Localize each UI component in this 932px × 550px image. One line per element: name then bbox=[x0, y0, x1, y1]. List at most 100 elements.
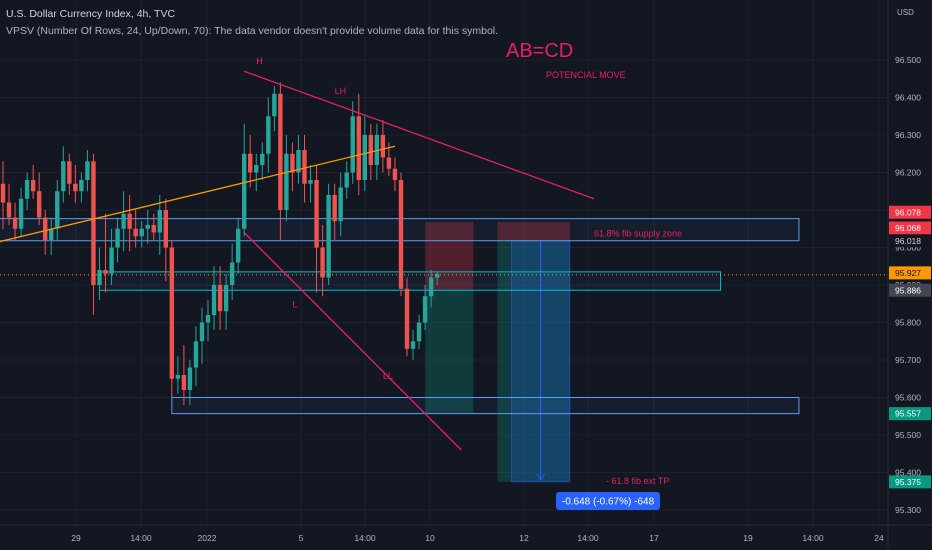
price-label-red: 96.078 bbox=[895, 207, 921, 217]
candle bbox=[30, 165, 36, 199]
candle-body bbox=[344, 172, 349, 188]
price-tick-label: 96.200 bbox=[895, 168, 921, 178]
candle bbox=[169, 240, 175, 398]
annotation-label: L bbox=[292, 300, 297, 310]
candle-body bbox=[326, 195, 331, 278]
axis-currency: USD bbox=[897, 8, 914, 17]
candle bbox=[217, 266, 223, 330]
candle bbox=[434, 271, 440, 285]
chart-title: U.S. Dollar Currency Index, 4h, TVC bbox=[6, 8, 176, 20]
candle-body bbox=[85, 161, 90, 180]
price-label-bg bbox=[889, 205, 931, 219]
candle bbox=[404, 277, 410, 357]
candle bbox=[235, 217, 241, 274]
candle bbox=[61, 146, 66, 203]
candle-body bbox=[362, 135, 367, 180]
candle-body bbox=[404, 288, 410, 349]
time-axis-bg bbox=[0, 525, 932, 550]
candle bbox=[290, 142, 295, 192]
candle-body bbox=[91, 161, 96, 285]
candle bbox=[24, 172, 30, 210]
price-labels: 96.078 96.068 96.018 95.927 95.886 95.557 95.3… bbox=[889, 205, 931, 489]
candle-body bbox=[139, 228, 144, 237]
candle bbox=[36, 172, 42, 225]
candle bbox=[254, 153, 259, 192]
candle bbox=[73, 165, 78, 203]
candle bbox=[97, 247, 102, 300]
candle-body bbox=[434, 273, 440, 278]
time-tick-label: 12 bbox=[519, 533, 529, 543]
candle bbox=[85, 150, 90, 192]
candle bbox=[6, 183, 12, 225]
candle-body bbox=[290, 153, 295, 173]
candle bbox=[284, 135, 289, 222]
candle bbox=[157, 195, 162, 255]
candle bbox=[199, 307, 205, 364]
candle bbox=[398, 172, 404, 297]
short-position-2-reward bbox=[497, 240, 570, 482]
candle-body bbox=[127, 213, 132, 229]
annotation-label: LL bbox=[383, 371, 393, 381]
candle bbox=[302, 135, 307, 203]
price-tick-label: 96.400 bbox=[895, 93, 921, 103]
candle bbox=[145, 210, 150, 244]
candle bbox=[67, 153, 72, 195]
candle-body bbox=[205, 315, 211, 323]
candles bbox=[0, 82, 440, 405]
candle-body bbox=[61, 161, 66, 192]
price-label-plain: 96.018 bbox=[895, 236, 921, 246]
candle-body bbox=[278, 93, 283, 210]
candle-body bbox=[121, 213, 126, 229]
candle-body bbox=[187, 367, 193, 390]
candle bbox=[344, 161, 349, 199]
candle-body bbox=[350, 116, 355, 173]
candle-body bbox=[133, 228, 138, 237]
candle-body bbox=[109, 247, 114, 274]
candle bbox=[193, 326, 199, 387]
candle-body bbox=[284, 153, 289, 210]
ascending-trendline bbox=[0, 145, 396, 243]
time-tick-label: 17 bbox=[649, 533, 659, 543]
candle-body bbox=[308, 180, 313, 184]
candle-body bbox=[416, 322, 422, 342]
price-tick-label: 95.700 bbox=[895, 355, 921, 365]
candle-body bbox=[43, 217, 48, 240]
candle bbox=[320, 225, 325, 297]
candle bbox=[308, 165, 313, 203]
candle bbox=[115, 217, 120, 263]
descending-resistance bbox=[243, 70, 595, 200]
price-tick-label: 96.300 bbox=[895, 130, 921, 140]
price-label-bg bbox=[889, 234, 931, 248]
candle bbox=[175, 356, 181, 394]
candle-body bbox=[30, 180, 36, 192]
candle bbox=[187, 360, 193, 405]
candle-body bbox=[157, 210, 162, 233]
demand-zone bbox=[171, 397, 800, 415]
candle-body bbox=[0, 183, 6, 203]
candle bbox=[410, 330, 416, 360]
measure-arrow-head bbox=[536, 473, 546, 481]
descending-support bbox=[243, 232, 462, 451]
candle-body bbox=[24, 180, 30, 199]
candle-body bbox=[55, 191, 60, 229]
candle bbox=[133, 210, 138, 248]
candle bbox=[43, 210, 48, 255]
candle-body bbox=[36, 191, 42, 218]
candle-body bbox=[97, 270, 102, 285]
price-label-bg bbox=[889, 221, 931, 235]
candle-body bbox=[254, 165, 259, 173]
candle bbox=[314, 165, 319, 293]
candle bbox=[205, 300, 211, 342]
candle bbox=[416, 315, 422, 349]
time-tick-label: 14:00 bbox=[354, 533, 376, 543]
candle-body bbox=[199, 322, 205, 342]
candle-body bbox=[175, 375, 181, 379]
candle-body bbox=[410, 341, 416, 349]
candle bbox=[296, 135, 301, 184]
price-tick-label: 95.400 bbox=[895, 468, 921, 478]
price-tick-label: 95.800 bbox=[895, 318, 921, 328]
time-tick-label: 10 bbox=[425, 533, 435, 543]
